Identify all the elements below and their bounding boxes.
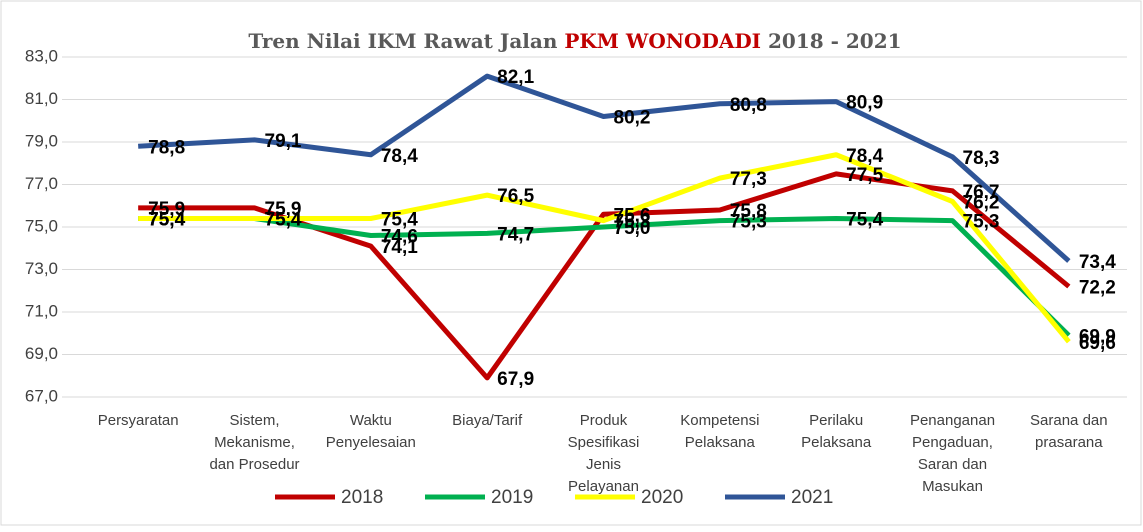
y-tick-label: 71,0: [25, 301, 58, 320]
data-label: 78,4: [846, 146, 883, 167]
x-tick-label: Biaya/Tarif: [452, 412, 523, 429]
data-label: 78,3: [963, 148, 1000, 169]
legend-label: 2021: [791, 487, 833, 508]
legend-label: 2018: [341, 487, 383, 508]
title-part: Tren Nilai IKM Rawat Jalan: [248, 29, 557, 53]
data-label: 75,9: [265, 199, 302, 220]
x-tick-label: Kompetensi Pelaksana: [680, 412, 759, 451]
data-label: 82,1: [497, 67, 534, 88]
data-label: 75,4: [148, 210, 185, 231]
y-tick-label: 73,0: [25, 259, 58, 278]
data-label: 75,9: [148, 199, 185, 220]
data-label: 75,4: [381, 210, 418, 231]
x-tick-label: Perilaku Pelaksana: [801, 412, 872, 451]
data-label: 74,7: [497, 224, 534, 245]
data-label: 78,8: [148, 137, 185, 158]
x-tick-label: Produk Spesifikasi Jenis Pelayanan: [568, 412, 640, 495]
data-label: 72,2: [1079, 278, 1116, 299]
y-tick-label: 81,0: [25, 89, 58, 108]
series-line: [138, 73, 1071, 263]
data-label: 77,3: [730, 169, 767, 190]
data-label: 67,9: [497, 369, 534, 390]
y-tick-label: 67,0: [25, 386, 58, 405]
data-label: 69,6: [1079, 333, 1116, 354]
data-label: 76,5: [497, 186, 534, 207]
data-label: 75,3: [963, 212, 1000, 233]
data-label: 79,1: [265, 131, 302, 152]
data-label: 74,1: [381, 237, 418, 258]
y-tick-label: 69,0: [25, 344, 58, 363]
x-tick-label: Persyaratan: [98, 412, 179, 429]
data-label: 74,6: [381, 227, 418, 248]
data-label: 80,8: [730, 95, 767, 116]
title-highlight: PKM WONODADI: [564, 29, 761, 53]
series-line: [138, 152, 1071, 344]
data-label: 75,0: [614, 218, 651, 239]
y-tick-label: 83,0: [25, 46, 58, 65]
data-label: 80,9: [846, 93, 883, 114]
data-label: 75,4: [148, 210, 185, 231]
data-label: 78,4: [381, 146, 418, 167]
legend-label: 2019: [491, 487, 533, 508]
grid: [62, 56, 1127, 398]
data-label: 75,3: [614, 212, 651, 233]
chart-title: Tren Nilai IKM Rawat Jalan PKM WONODADI …: [248, 29, 901, 53]
x-tick-label: Sistem, Mekanisme, dan Prosedur: [209, 412, 299, 473]
data-label: 77,5: [846, 165, 883, 186]
x-tick-label: Sarana dan prasarana: [1030, 412, 1108, 451]
y-tick-label: 75,0: [25, 216, 58, 235]
data-label: 75,8: [730, 201, 767, 222]
data-label: 76,2: [963, 193, 1000, 214]
x-tick-label: Penanganan Pengaduan, Saran dan Masukan: [910, 412, 995, 495]
data-label: 75,3: [730, 212, 767, 233]
data-label: 69,9: [1079, 326, 1116, 347]
y-tick-label: 77,0: [25, 174, 58, 193]
series-line: [138, 216, 1071, 338]
data-label: 75,4: [265, 210, 302, 231]
legend-label: 2020: [641, 487, 683, 508]
data-label: 75,4: [265, 210, 302, 231]
title-part: 2018 - 2021: [768, 29, 902, 53]
data-label: 76,7: [963, 182, 1000, 203]
x-tick-label: Waktu Penyelesaian: [326, 412, 416, 451]
y-tick-label: 79,0: [25, 131, 58, 150]
data-label: 75,6: [614, 205, 651, 226]
data-label: 75,4: [846, 210, 883, 231]
data-label: 80,2: [614, 108, 651, 129]
data-label: 73,4: [1079, 252, 1116, 273]
